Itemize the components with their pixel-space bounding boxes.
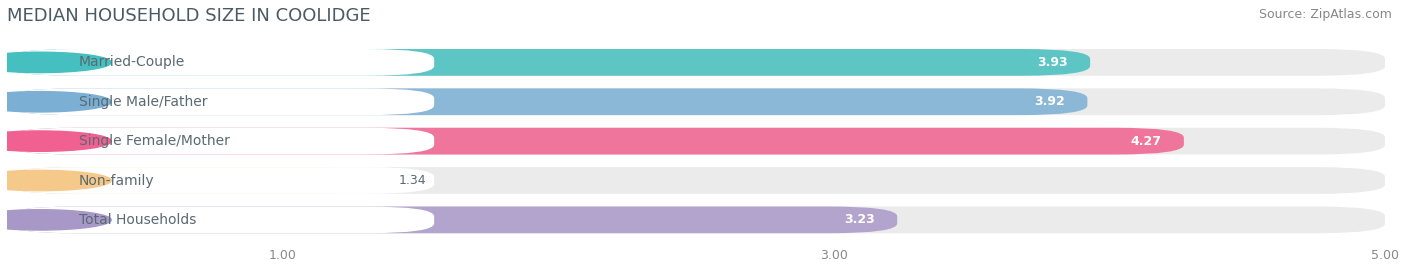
FancyBboxPatch shape (7, 128, 1184, 154)
FancyBboxPatch shape (7, 128, 434, 154)
FancyBboxPatch shape (7, 207, 434, 233)
Text: 3.23: 3.23 (845, 213, 875, 226)
Text: 3.92: 3.92 (1035, 95, 1066, 108)
Text: Single Male/Father: Single Male/Father (79, 95, 207, 109)
Circle shape (0, 210, 111, 230)
FancyBboxPatch shape (7, 49, 1385, 76)
Text: Total Households: Total Households (79, 213, 195, 227)
Text: Married-Couple: Married-Couple (79, 55, 184, 69)
FancyBboxPatch shape (7, 89, 434, 115)
Circle shape (0, 91, 111, 112)
FancyBboxPatch shape (7, 167, 434, 194)
Circle shape (0, 170, 111, 191)
Text: Non-family: Non-family (79, 174, 155, 187)
Text: MEDIAN HOUSEHOLD SIZE IN COOLIDGE: MEDIAN HOUSEHOLD SIZE IN COOLIDGE (7, 7, 371, 25)
FancyBboxPatch shape (7, 207, 1385, 233)
Text: 1.34: 1.34 (398, 174, 426, 187)
FancyBboxPatch shape (7, 128, 1385, 154)
FancyBboxPatch shape (7, 49, 1090, 76)
FancyBboxPatch shape (7, 167, 1385, 194)
Circle shape (0, 131, 111, 151)
FancyBboxPatch shape (7, 167, 377, 194)
FancyBboxPatch shape (7, 207, 897, 233)
Text: Single Female/Mother: Single Female/Mother (79, 134, 229, 148)
FancyBboxPatch shape (7, 89, 1087, 115)
Text: 3.93: 3.93 (1038, 56, 1069, 69)
Circle shape (0, 52, 111, 73)
FancyBboxPatch shape (7, 49, 434, 76)
Text: Source: ZipAtlas.com: Source: ZipAtlas.com (1258, 8, 1392, 21)
FancyBboxPatch shape (7, 89, 1385, 115)
Text: 4.27: 4.27 (1130, 135, 1161, 148)
